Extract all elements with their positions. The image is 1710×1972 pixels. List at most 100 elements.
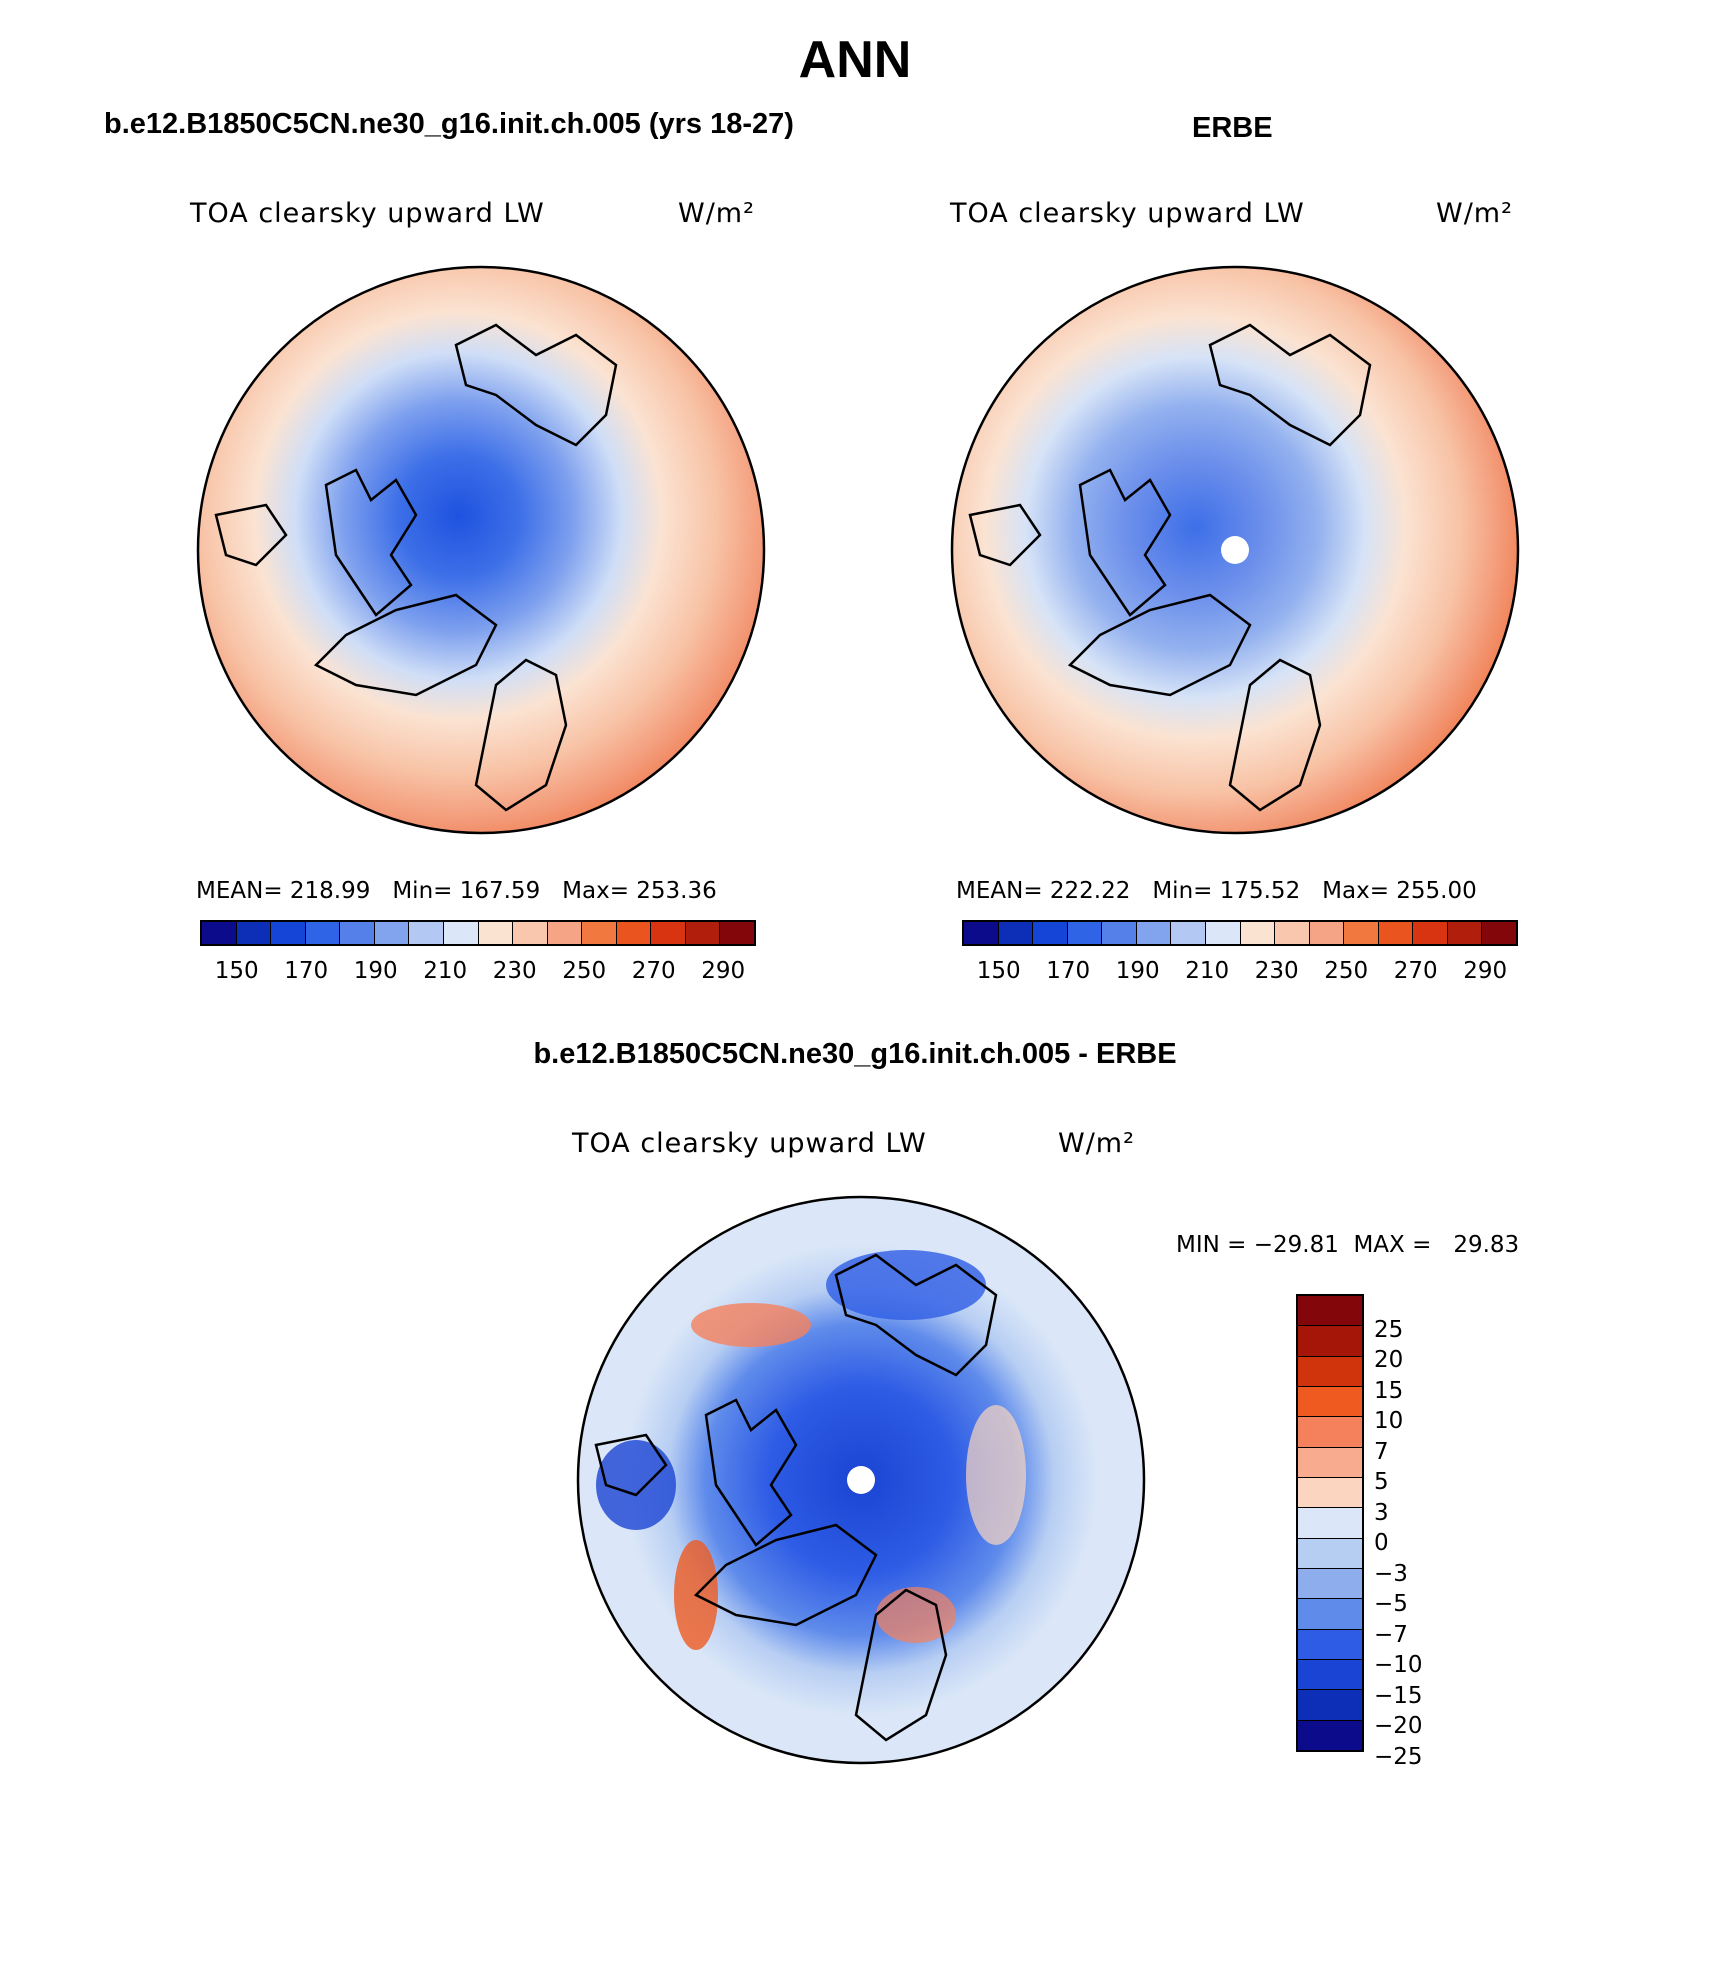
colorbar-swatch [409, 922, 444, 944]
colorbar-swatch [478, 922, 514, 944]
colorbar-swatch [685, 922, 721, 944]
diff-pole-gap [847, 1466, 875, 1494]
colorbar-swatch [547, 922, 583, 944]
colorbar-swatch [1298, 1447, 1362, 1478]
colorbar-swatch [1413, 922, 1448, 944]
obs-map-border [950, 265, 1520, 835]
colorbar-tick-label: 0 [1374, 1530, 1389, 1557]
colorbar-tick-label: 190 [353, 958, 398, 984]
colorbar-tick-label: 250 [1324, 958, 1369, 984]
colorbar-swatch [1102, 922, 1137, 944]
obs-variable-label: TOA clearsky upward LW [950, 198, 1305, 229]
colorbar-tick-label: 210 [1185, 958, 1230, 984]
diff-minmax: MIN = −29.81 MAX = 29.83 [1176, 1232, 1520, 1258]
colorbar-swatch [1298, 1538, 1362, 1569]
colorbar-swatch [1298, 1568, 1362, 1600]
model-coastline-scandinavia [474, 658, 568, 812]
colorbar-swatch [1275, 922, 1310, 944]
obs-coastline-alaska [968, 503, 1042, 567]
colorbar-swatch [271, 922, 306, 944]
colorbar-tick-label: 10 [1374, 1408, 1404, 1435]
colorbar-swatch [1298, 1599, 1362, 1630]
obs-coastline-siberia [1208, 323, 1372, 447]
obs-colorbar [962, 920, 1518, 946]
colorbar-tick-label: 150 [976, 958, 1021, 984]
colorbar-swatch [1298, 1326, 1362, 1357]
colorbar-tick-label: 5 [1374, 1469, 1389, 1496]
colorbar-swatch [1298, 1629, 1362, 1660]
diff-variable-label: TOA clearsky upward LW [572, 1128, 927, 1159]
obs-stats: MEAN= 222.22 Min= 175.52 Max= 255.00 [956, 878, 1477, 904]
diff-anomaly-negative [826, 1250, 986, 1320]
obs-coastline-greenland [1067, 593, 1252, 697]
model-coastline-greenland [313, 593, 498, 697]
model-field [198, 267, 764, 833]
colorbar-tick-label: 150 [214, 958, 259, 984]
colorbar-tick-label: 15 [1374, 1377, 1404, 1404]
colorbar-swatch [202, 922, 237, 944]
colorbar-swatch [1482, 922, 1516, 944]
colorbar-tick-label: 270 [631, 958, 676, 984]
colorbar-swatch [1240, 922, 1276, 944]
obs-polar-map [950, 265, 1520, 835]
colorbar-tick-label: −7 [1374, 1621, 1408, 1648]
colorbar-swatch [340, 922, 375, 944]
obs-pole-gap [1221, 536, 1249, 564]
diff-units-label: W/m² [1058, 1128, 1135, 1159]
colorbar-swatch [651, 922, 686, 944]
obs-panel-title: ERBE [1192, 112, 1273, 144]
colorbar-tick-label: 230 [1254, 958, 1299, 984]
colorbar-swatch [1033, 922, 1068, 944]
colorbar-tick-label: 210 [423, 958, 468, 984]
colorbar-tick-label: 20 [1374, 1347, 1404, 1374]
colorbar-tick-label: −5 [1374, 1591, 1408, 1618]
colorbar-swatch [616, 922, 652, 944]
diff-coastline-siberia [834, 1253, 998, 1377]
colorbar-tick-label: 7 [1374, 1438, 1389, 1465]
colorbar-tick-label: 25 [1374, 1316, 1404, 1343]
colorbar-tick-label: −20 [1374, 1713, 1423, 1740]
model-variable-label: TOA clearsky upward LW [190, 198, 545, 229]
colorbar-swatch [1171, 922, 1206, 944]
colorbar-tick-label: 170 [284, 958, 329, 984]
colorbar-swatch [720, 922, 754, 944]
colorbar-tick-label: 190 [1115, 958, 1160, 984]
model-coastline-alaska [214, 503, 288, 567]
model-colorbar [200, 920, 756, 946]
colorbar-swatch [1298, 1386, 1362, 1418]
colorbar-tick-label: −3 [1374, 1560, 1408, 1587]
obs-coastline-scandinavia [1228, 658, 1322, 812]
colorbar-swatch [1298, 1477, 1362, 1509]
colorbar-swatch [1298, 1720, 1362, 1750]
diff-map-border [576, 1195, 1146, 1765]
model-max: Max= 253.36 [562, 878, 717, 904]
diff-polar-map [576, 1195, 1146, 1765]
model-map-border [196, 265, 766, 835]
colorbar-tick-label: 230 [492, 958, 537, 984]
colorbar-swatch [236, 922, 272, 944]
colorbar-tick-label: 270 [1393, 958, 1438, 984]
diff-coastline-canada [704, 1398, 798, 1547]
page-title: ANN [798, 31, 912, 89]
colorbar-swatch [1298, 1690, 1362, 1721]
colorbar-swatch [1298, 1356, 1362, 1387]
obs-max: Max= 255.00 [1322, 878, 1477, 904]
diff-panel-title: b.e12.B1850C5CN.ne30_g16.init.ch.005 - E… [533, 1038, 1177, 1070]
model-coastline-siberia [454, 323, 618, 447]
colorbar-tick-label: 170 [1046, 958, 1091, 984]
obs-min: Min= 175.52 [1152, 878, 1301, 904]
colorbar-tick-label: 290 [701, 958, 746, 984]
colorbar-swatch [582, 922, 617, 944]
diff-coastline-alaska [594, 1433, 668, 1497]
model-units-label: W/m² [678, 198, 755, 229]
colorbar-swatch [1136, 922, 1172, 944]
colorbar-swatch [998, 922, 1034, 944]
colorbar-tick-label: 250 [562, 958, 607, 984]
colorbar-tick-label: −10 [1374, 1652, 1423, 1679]
colorbar-tick-label: 290 [1463, 958, 1508, 984]
model-stats: MEAN= 218.99 Min= 167.59 Max= 253.36 [196, 878, 717, 904]
colorbar-swatch [1067, 922, 1103, 944]
obs-coastline-canada [1078, 468, 1172, 617]
model-coastline-canada [324, 468, 418, 617]
colorbar-swatch [1298, 1508, 1362, 1539]
